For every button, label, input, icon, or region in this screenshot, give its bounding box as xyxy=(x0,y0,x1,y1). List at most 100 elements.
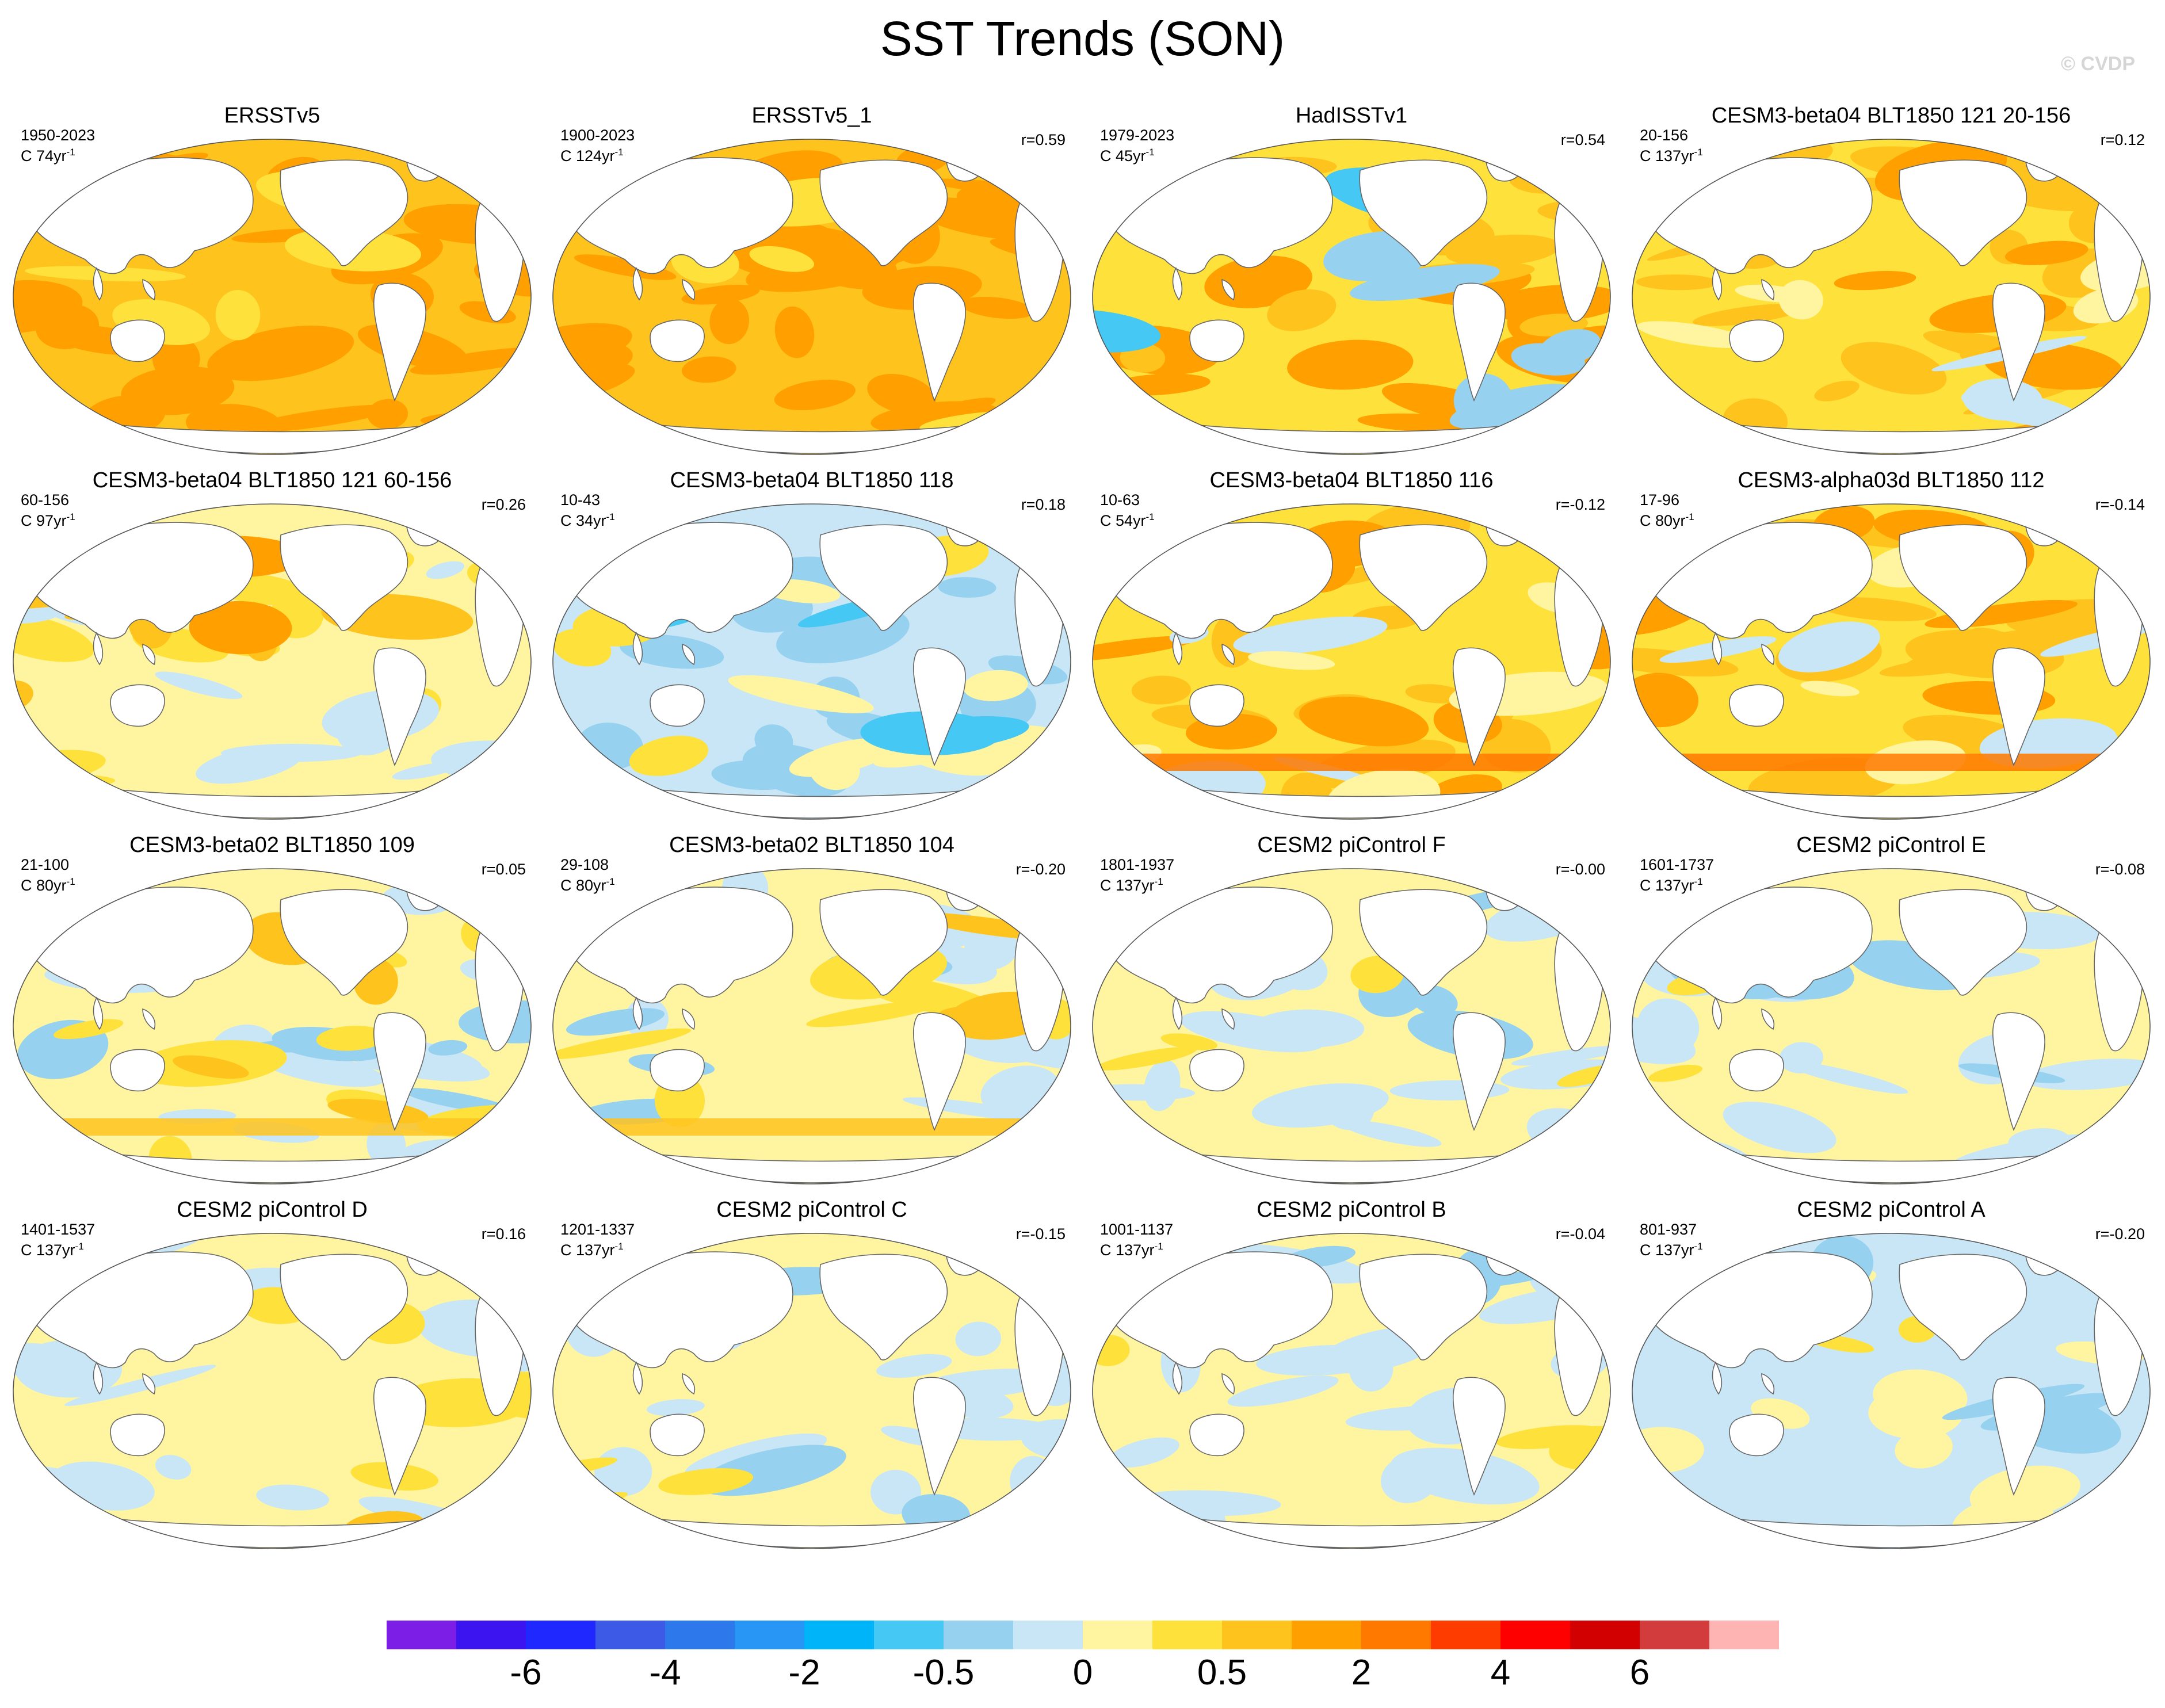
landmass xyxy=(142,1373,155,1395)
map-border xyxy=(552,503,1071,820)
panel-trend-length-text: C 80yr xyxy=(560,877,606,894)
robinson-map xyxy=(13,1233,532,1549)
map-border xyxy=(552,868,1071,1184)
panel-title: CESM3-alpha03d BLT1850 112 xyxy=(1738,468,2045,492)
panel-trend-length: C 97yr-1 xyxy=(21,511,75,529)
sst-trend-field xyxy=(1632,869,2150,1184)
panel-trend-length: C 34yr-1 xyxy=(560,511,615,529)
landmass xyxy=(1221,278,1235,301)
landmass xyxy=(1359,1254,1488,1361)
map-border xyxy=(13,503,532,820)
landmass xyxy=(280,524,408,631)
robinson-map xyxy=(1092,1233,1611,1549)
panel-pattern-correlation: r=0.12 xyxy=(2100,131,2145,148)
map-border xyxy=(1632,868,2151,1184)
panel-pattern-correlation: r=-0.00 xyxy=(1555,861,1605,878)
map-panel: CESM3-beta04 BLT1850 121 60-156 60-156 C 9… xyxy=(10,467,534,835)
colorbar-swatch xyxy=(387,1621,456,1649)
map-border xyxy=(1092,1233,1611,1549)
colorbar-swatch xyxy=(1709,1621,1779,1649)
colorbar-swatch xyxy=(1640,1621,1709,1649)
landmass xyxy=(682,1373,695,1395)
map-panel: CESM3-beta04 BLT1850 118 10-43 C 34yr-1 r=0… xyxy=(550,467,1074,835)
landmass xyxy=(650,1413,705,1457)
map-border xyxy=(13,139,532,455)
colorbar-swatch xyxy=(1013,1621,1083,1649)
landmass xyxy=(110,684,165,727)
colorbar-swatch xyxy=(1361,1621,1431,1649)
robinson-map xyxy=(552,1233,1071,1549)
continents xyxy=(1106,515,1604,819)
landmass xyxy=(1452,1377,1506,1496)
colorbar-swatch xyxy=(595,1621,665,1649)
colorbar-swatch xyxy=(804,1621,874,1649)
map-panel: ERSSTv5_1 1900-2023 C 124yr-1 r=0.59 xyxy=(550,102,1074,471)
panel-title: CESM3-beta02 BLT1850 104 xyxy=(669,833,954,857)
landmass xyxy=(1712,267,1723,301)
landmass xyxy=(1359,159,1488,266)
panel-trend-length: C 137yr-1 xyxy=(1100,876,1163,894)
landmass xyxy=(1899,524,2027,631)
landmass xyxy=(1729,1049,1784,1092)
map-panel: CESM3-beta04 BLT1850 121 20-156 20-156 C 1… xyxy=(1629,102,2153,471)
panel-title: CESM2 piControl B xyxy=(1257,1198,1446,1222)
landmass xyxy=(912,1377,966,1496)
panel-title: CESM2 piControl A xyxy=(1797,1198,1985,1222)
landmass xyxy=(373,647,426,767)
colorbar-tick-label: -6 xyxy=(510,1653,542,1692)
map-border xyxy=(1092,503,1611,820)
landmass xyxy=(280,1254,408,1361)
map-panel: HadISSTv1 1979-2023 C 45yr-1 r=0.54 xyxy=(1090,102,1613,471)
landmass xyxy=(373,1012,426,1132)
panel-trend-length-text: C 137yr xyxy=(1640,1241,1694,1259)
panel-year-range: 10-43 xyxy=(560,491,601,509)
colorbar-tick-label: -4 xyxy=(649,1653,681,1692)
colorbar-swatch xyxy=(665,1621,735,1649)
panel-year-range: 801-937 xyxy=(1640,1221,1697,1238)
landmass xyxy=(1172,996,1183,1030)
map-panel: CESM2 piControl B 1001-1137 C 137yr-1 r=-0.… xyxy=(1090,1197,1613,1565)
colorbar-tick-label: 4 xyxy=(1490,1653,1511,1692)
panel-trend-length-text: C 45yr xyxy=(1100,147,1146,165)
panel-title: HadISSTv1 xyxy=(1295,104,1408,128)
panel-year-range: 1401-1537 xyxy=(21,1221,96,1238)
landmass xyxy=(1221,1373,1235,1395)
map-panel: CESM3-beta04 BLT1850 116 10-63 C 54yr-1 r=-… xyxy=(1090,467,1613,835)
colorbar-swatch xyxy=(874,1621,944,1649)
colorbar-swatch xyxy=(735,1621,804,1649)
panel-pattern-correlation: r=0.16 xyxy=(481,1225,526,1243)
panel-trend-length: C 74yr-1 xyxy=(21,147,75,165)
landmass xyxy=(1221,1008,1235,1030)
robinson-map xyxy=(1092,868,1611,1184)
panel-title: CESM3-beta04 BLT1850 121 60-156 xyxy=(92,468,452,492)
panel-trend-length: C 137yr-1 xyxy=(560,1241,624,1259)
panel-trend-length-text: C 54yr xyxy=(1100,512,1146,529)
landmass xyxy=(1712,1361,1723,1395)
panel-year-range: 1979-2023 xyxy=(1100,127,1175,144)
landmass xyxy=(1729,319,1784,362)
colorbar-swatch xyxy=(1083,1621,1152,1649)
sst-trend-field xyxy=(1632,139,2150,454)
panel-trend-length-text: C 34yr xyxy=(560,512,606,529)
robinson-map xyxy=(13,503,532,820)
landmass xyxy=(912,647,966,767)
panel-title: ERSSTv5_1 xyxy=(751,104,872,128)
robinson-map xyxy=(1632,1233,2151,1549)
sst-trend-field xyxy=(13,1233,531,1549)
landmass xyxy=(1992,282,2045,402)
panel-year-range: 60-156 xyxy=(21,491,70,509)
panel-trend-length: C 137yr-1 xyxy=(1640,1241,1703,1259)
panel-year-range: 1001-1137 xyxy=(1100,1221,1174,1238)
panel-title: CESM2 piControl F xyxy=(1257,833,1446,857)
landmass xyxy=(110,319,165,362)
colorbar-swatch xyxy=(1500,1621,1570,1649)
panel-pattern-correlation: r=-0.08 xyxy=(2095,861,2145,878)
sst-trend-field xyxy=(1093,869,1610,1184)
landmass xyxy=(1452,1012,1506,1132)
panel-trend-length-text: C 137yr xyxy=(1640,147,1694,165)
sst-trend-field xyxy=(1093,504,1610,819)
sst-trend-field xyxy=(1632,1233,2150,1549)
sst-trend-field xyxy=(553,869,1071,1184)
map-panel: CESM2 piControl F 1801-1937 C 137yr-1 r=-0.… xyxy=(1090,832,1613,1200)
panel-pattern-correlation: r=-0.14 xyxy=(2095,496,2145,513)
